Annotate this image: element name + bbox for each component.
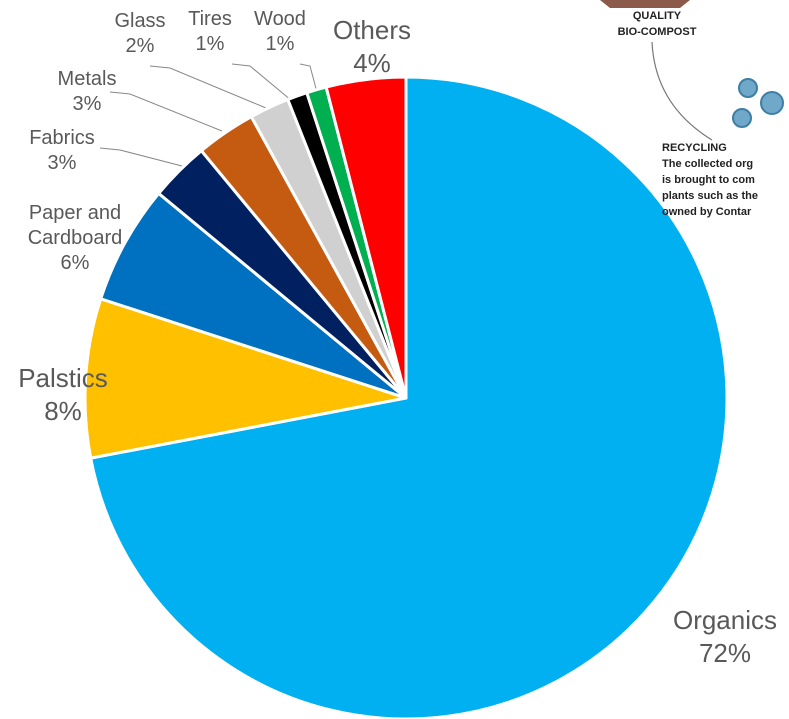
category-label: Wood [254, 8, 306, 30]
value-label: 2% [125, 35, 155, 57]
connector [651, 41, 713, 141]
value-label: 4% [353, 47, 391, 78]
category-label: Organics [672, 605, 778, 635]
pie-slice [98, 191, 407, 400]
category-label: Metals [57, 68, 117, 90]
pie-slice [83, 296, 407, 460]
recycling-block: RECYCLING The collected org is brought t… [662, 140, 758, 220]
category-label: Glass [114, 10, 166, 32]
recycling-text: The collected org [662, 158, 754, 170]
compost-line: BIO-COMPOST [617, 26, 697, 38]
slice-label: Palstics 8% [13, 362, 113, 427]
slice-label: Glass 2% [100, 9, 180, 59]
category-label: Palstics [18, 363, 108, 393]
value-label: 1% [195, 33, 225, 55]
compost-line: QUALITY [632, 10, 682, 22]
category-label: Paper and Cardboard [27, 202, 123, 249]
value-label: 6% [60, 252, 90, 274]
compost-label: QUALITY BIO-COMPOST [612, 8, 702, 40]
value-label: 72% [698, 637, 752, 668]
value-label: 3% [47, 152, 77, 174]
compost-icon [600, 0, 690, 8]
value-label: 3% [72, 93, 102, 115]
slice-label: Paper and Cardboard 6% [18, 201, 133, 276]
recycling-text: is brought to com [662, 174, 755, 186]
slice-label: Metals 3% [37, 67, 137, 117]
value-label: 1% [265, 33, 295, 55]
recycling-text: plants such as the [662, 190, 758, 202]
value-label: 8% [44, 395, 82, 426]
category-label: Others [332, 15, 412, 45]
slice-label: Organics 72% [655, 604, 789, 669]
leader-lines [99, 63, 319, 167]
pie-slice [324, 75, 408, 399]
slice-label: Tires 1% [180, 7, 240, 57]
slice-label: Fabrics 3% [12, 126, 112, 176]
category-label: Tires [188, 8, 232, 30]
slice-label: Wood 1% [250, 7, 310, 57]
gears-icon [732, 78, 784, 128]
recycling-title: RECYCLING [662, 142, 727, 154]
pie-slice [88, 75, 729, 719]
category-label: Fabrics [29, 127, 95, 149]
recycling-text: owned by Contar [662, 206, 752, 218]
slice-label: Others 4% [317, 14, 427, 79]
